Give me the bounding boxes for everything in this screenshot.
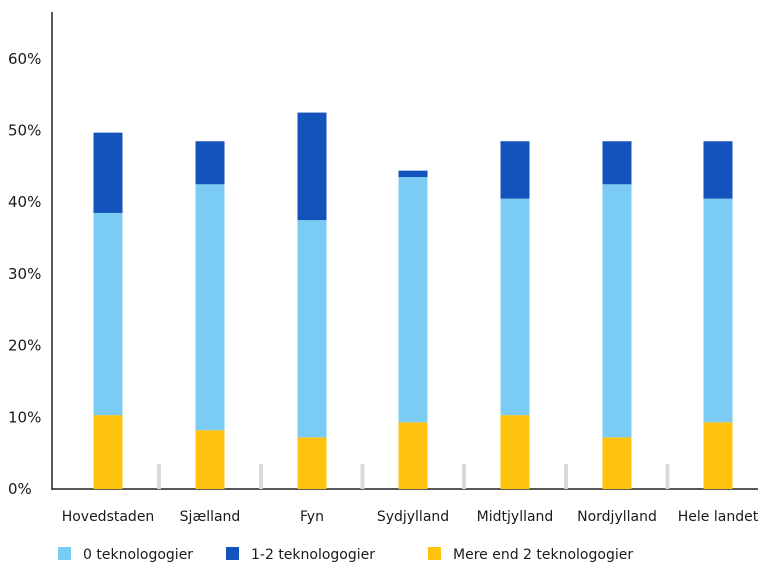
bar-segment (602, 141, 632, 185)
bar-segment (195, 430, 225, 489)
x-axis-category-labels: Hovedstaden Sjælland Fyn Sydjylland Midtjyll… (62, 509, 758, 525)
x-category-label: Sjælland (180, 509, 241, 525)
category-separator (564, 464, 568, 489)
bar-segment (500, 198, 530, 416)
legend: 0 teknologogier 1-2 teknologogier Mere end… (58, 547, 633, 563)
bar-segment (297, 112, 327, 221)
x-category-label: Midtjylland (477, 509, 554, 525)
bar-segment (195, 184, 225, 431)
y-tick-label: 30% (8, 265, 41, 283)
y-tick-label: 60% (8, 50, 41, 68)
bar-segment (500, 415, 530, 489)
bar-segment (398, 170, 428, 178)
bar-segment (398, 422, 428, 489)
category-separator (462, 464, 466, 489)
x-category-label: Sydjylland (377, 509, 449, 525)
x-category-label: Hele landet (678, 509, 758, 525)
bar-segment (297, 220, 327, 438)
category-separator (259, 464, 263, 489)
bar-segment (297, 437, 327, 489)
category-separators (157, 464, 670, 489)
y-axis-tick-labels: 0% 10% 20% 30% 40% 50% 60% (8, 50, 41, 498)
legend-label: Mere end 2 teknologogier (453, 547, 633, 563)
legend-label: 0 teknologogier (83, 547, 193, 563)
y-tick-label: 40% (8, 193, 41, 211)
legend-swatch (428, 547, 441, 560)
x-category-label: Fyn (300, 509, 324, 525)
bar-segment (703, 422, 733, 489)
y-tick-label: 10% (8, 408, 41, 426)
category-separator (665, 464, 670, 489)
bar-segment (93, 415, 123, 489)
bar-series (93, 112, 733, 489)
legend-swatch (58, 547, 71, 560)
category-separator (157, 464, 161, 489)
bar-segment (398, 177, 428, 423)
y-tick-label: 50% (8, 122, 41, 140)
bar-segment (703, 198, 733, 423)
category-separator (360, 464, 365, 489)
y-tick-label: 0% (8, 480, 32, 498)
bar-segment (602, 184, 632, 438)
bar-segment (93, 132, 123, 213)
bar-segment (500, 141, 530, 199)
x-category-label: Nordjylland (577, 509, 657, 525)
bar-segment (195, 141, 225, 185)
x-category-label: Hovedstaden (62, 509, 155, 525)
bar-segment (703, 141, 733, 199)
bar-segment (93, 212, 123, 416)
legend-swatch (226, 547, 239, 560)
y-tick-label: 20% (8, 337, 41, 355)
bar-segment (602, 437, 632, 489)
legend-label: 1-2 teknologogier (251, 547, 375, 563)
